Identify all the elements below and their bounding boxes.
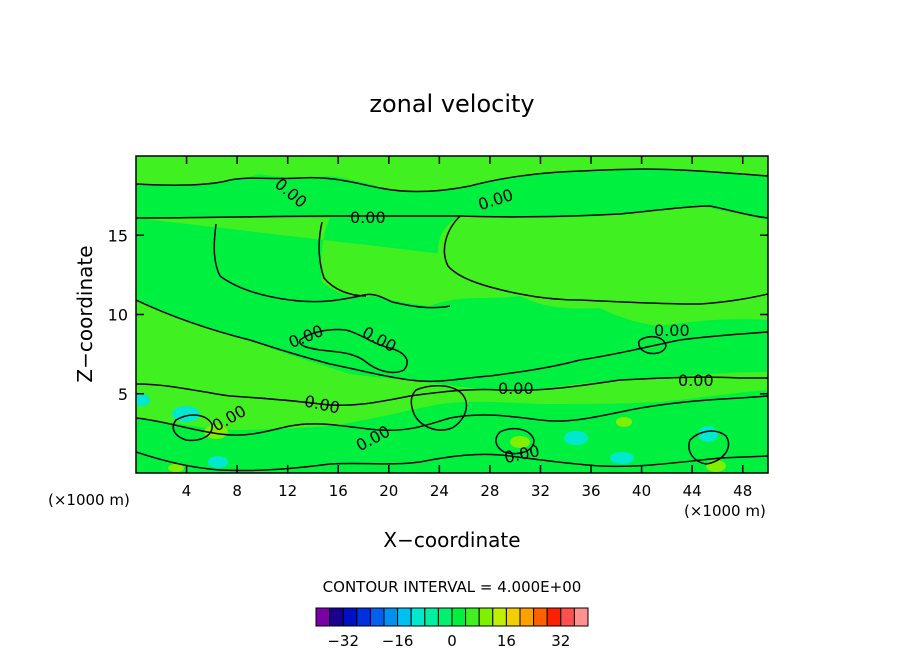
contour-line	[688, 430, 730, 465]
contour-line	[299, 328, 408, 374]
contour-line	[136, 376, 768, 407]
colorbar-swatch	[533, 607, 548, 627]
negative-spot	[564, 431, 588, 445]
colorbar-swatch	[573, 607, 589, 627]
contour-line	[136, 451, 768, 472]
colorbar-swatch	[356, 607, 371, 627]
x-tick-label: 32	[531, 482, 550, 500]
contour-line	[318, 221, 367, 297]
contour-line	[495, 427, 535, 455]
colorbar-tick-label: 0	[447, 632, 457, 650]
negative-spot	[698, 426, 718, 442]
colorbar-swatch	[397, 607, 412, 627]
contour-line	[410, 385, 468, 431]
colorbar-swatch	[465, 607, 480, 627]
lower-positive-region	[136, 300, 768, 430]
x-unit-label-left: (×1000 m)	[48, 491, 130, 509]
colorbar-swatch	[369, 607, 385, 627]
colorbar-swatch	[383, 607, 399, 627]
colorbar-swatch	[546, 607, 562, 627]
mid-positive-region	[136, 206, 768, 326]
contour-line	[443, 215, 768, 305]
contour-label: 0.00	[498, 379, 534, 398]
colorbar-swatch	[505, 607, 521, 627]
x-tick-label: 16	[329, 482, 348, 500]
negative-spot	[136, 394, 150, 406]
contour-line	[136, 205, 768, 219]
colorbar-swatch	[342, 607, 358, 627]
contour-lines	[136, 168, 768, 472]
x-axis-title: X−coordinate	[383, 528, 520, 552]
colorbar: −32 −16 0 16 32	[315, 607, 589, 650]
x-tick-label: 24	[430, 482, 449, 500]
colorbar-tick-label: 32	[551, 632, 570, 650]
chart-title: zonal velocity	[369, 90, 534, 118]
positive-spot	[616, 417, 632, 427]
colorbar-swatch	[519, 607, 535, 627]
x-tick-label: 12	[278, 482, 297, 500]
contour-line	[136, 395, 768, 436]
colorbar-swatch	[478, 607, 494, 627]
x-tick-label: 44	[683, 482, 702, 500]
colorbar-swatch	[437, 607, 453, 627]
contour-line	[213, 223, 451, 309]
upper-positive-region	[136, 156, 768, 192]
y-tick-label: 10	[108, 306, 128, 325]
x-tick-label: 40	[632, 482, 651, 500]
y-axis: 5 10 15	[108, 226, 768, 404]
contour-line	[637, 335, 667, 355]
colorbar-swatch	[329, 607, 344, 627]
y-tick-label: 5	[118, 385, 128, 404]
contour-interval-text: CONTOUR INTERVAL = 4.000E+00	[323, 578, 582, 596]
x-tick-label: 20	[379, 482, 398, 500]
contour-label: 0.00	[654, 321, 690, 340]
x-tick-label: 4	[182, 482, 192, 500]
positive-spot	[204, 425, 228, 439]
positive-spot	[510, 436, 530, 448]
colorbar-tick-label: −16	[382, 632, 414, 650]
colorbar-tick-label: −32	[327, 632, 359, 650]
plot-area: 0.00 0.00 0.00 0.00 0.00 0.00 0.00 0.00 …	[136, 156, 768, 473]
x-tick-label: 48	[733, 482, 752, 500]
contour-line	[136, 168, 768, 193]
colorbar-swatch	[410, 607, 426, 627]
contour-label: 0.00	[350, 208, 386, 227]
x-tick-label: 8	[232, 482, 242, 500]
positive-spot	[168, 464, 184, 472]
x-unit-label-right: (×1000 m)	[684, 502, 766, 520]
contour-line	[136, 299, 768, 383]
x-tick-label: 36	[581, 482, 600, 500]
colorbar-swatch	[424, 607, 439, 627]
colorbar-swatch	[560, 607, 575, 627]
contour-line	[172, 414, 213, 442]
negative-spot	[208, 456, 228, 468]
colorbar-swatch	[492, 607, 507, 627]
y-axis-title: Z−coordinate	[73, 245, 97, 382]
colorbar-swatch	[451, 607, 467, 627]
negative-spot	[610, 452, 634, 464]
y-tick-label: 15	[108, 226, 128, 245]
x-tick-label: 28	[480, 482, 499, 500]
contour-label: 0.00	[678, 371, 714, 390]
colorbar-swatch	[315, 607, 331, 627]
x-axis: 4 8 12 16 20 24 28 32 36 40 44 48	[182, 156, 752, 500]
colorbar-tick-label: 16	[497, 632, 516, 650]
